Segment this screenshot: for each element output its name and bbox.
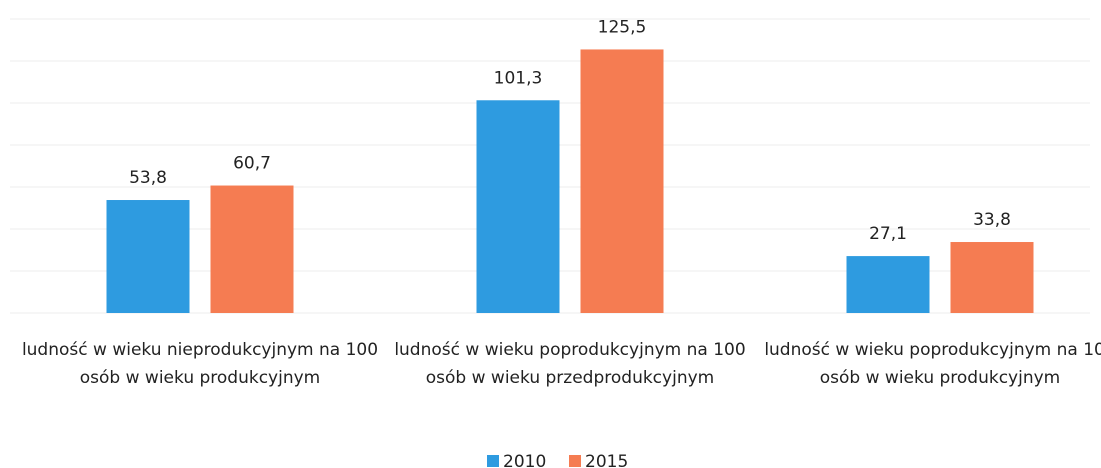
bar xyxy=(476,100,560,314)
legend-swatch xyxy=(569,455,581,467)
bar xyxy=(846,256,930,313)
data-label: 53,8 xyxy=(129,168,167,188)
data-label: 125,5 xyxy=(598,17,647,37)
data-label: 101,3 xyxy=(494,68,543,88)
bar xyxy=(950,242,1034,313)
data-label: 60,7 xyxy=(233,154,271,174)
x-tick-label: ludność w wieku nieprodukcyjnym na 100 o… xyxy=(21,340,379,388)
legend-swatch xyxy=(487,455,499,467)
bar xyxy=(106,200,190,313)
bar xyxy=(580,49,664,313)
data-label: 33,8 xyxy=(973,210,1011,230)
legend-label: 2010 xyxy=(503,452,546,468)
legend-label: 2015 xyxy=(585,452,628,468)
x-tick-label: ludność w wieku poprodukcyjnym na 100 os… xyxy=(764,340,1101,388)
data-label: 27,1 xyxy=(869,224,907,244)
bar xyxy=(210,185,294,313)
x-tick-label: ludność w wieku poprodukcyjnym na 100 os… xyxy=(394,340,746,388)
